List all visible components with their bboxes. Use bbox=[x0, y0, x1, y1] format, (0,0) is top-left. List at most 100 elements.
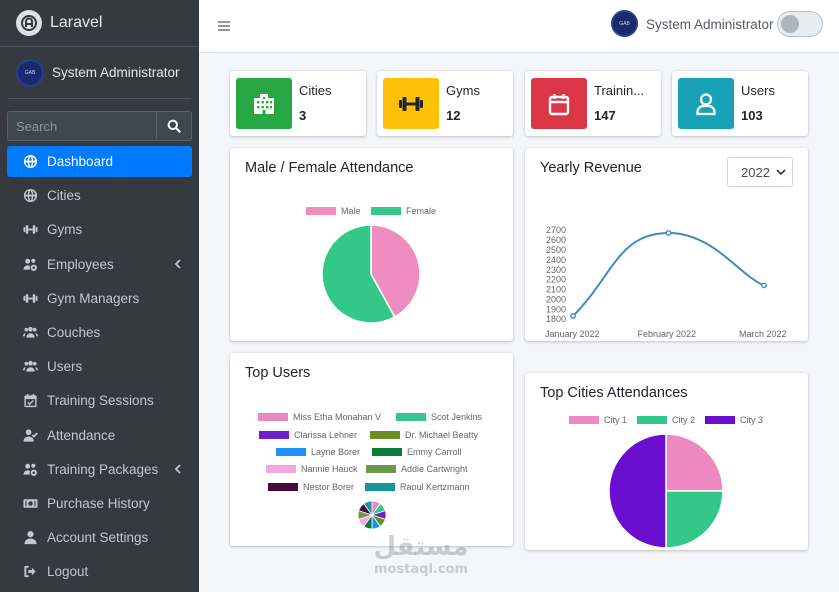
menu-icon[interactable] bbox=[217, 19, 231, 33]
legend-swatch bbox=[266, 465, 296, 473]
sidebar-item-label: Gym Managers bbox=[47, 290, 140, 306]
legend-swatch bbox=[637, 416, 667, 424]
legend-label[interactable]: Nestor Borer bbox=[303, 482, 354, 492]
sidebar-item-couches[interactable]: Couches bbox=[7, 317, 192, 348]
pie-slice-raoul-kertzmann[interactable] bbox=[363, 500, 373, 517]
dumbbell-icon bbox=[21, 222, 39, 238]
watermark: مستقل mostaql.com bbox=[366, 532, 476, 577]
legend-swatch bbox=[372, 448, 402, 456]
legend-swatch bbox=[259, 431, 289, 439]
legend-label[interactable]: Layne Borer bbox=[311, 447, 360, 457]
legend-label[interactable]: Dr. Michael Beatty bbox=[405, 430, 479, 440]
search-input[interactable] bbox=[7, 111, 156, 141]
stat-box-users[interactable]: Users 103 bbox=[672, 71, 808, 136]
stat-value: 3 bbox=[299, 108, 307, 123]
globe-icon bbox=[21, 154, 39, 170]
legend-label[interactable]: City 1 bbox=[604, 415, 627, 425]
sidebar-item-label: Purchase History bbox=[47, 495, 150, 511]
y-tick-label: 1800 bbox=[546, 314, 566, 324]
pie-slice-male[interactable] bbox=[370, 224, 421, 318]
legend-label[interactable]: Clarissa Lehner bbox=[294, 430, 357, 440]
chevron-left-icon[interactable] bbox=[174, 258, 182, 270]
theme-toggle[interactable] bbox=[777, 11, 823, 37]
brand-link[interactable]: Laravel bbox=[0, 0, 199, 47]
legend-swatch bbox=[370, 431, 400, 439]
avatar-logo-text: GAB bbox=[24, 69, 36, 76]
stat-icon-box bbox=[236, 78, 292, 129]
sidebar-item-logout[interactable]: Logout bbox=[7, 556, 192, 587]
sidebar-item-gyms[interactable]: Gyms bbox=[7, 214, 192, 245]
laravel-logo-icon bbox=[16, 10, 42, 36]
stat-box-gyms[interactable]: Gyms 12 bbox=[377, 71, 513, 136]
legend-label[interactable]: Miss Etha Monahan V bbox=[293, 412, 381, 422]
stat-box-training-sessions[interactable]: Trainin... 147 bbox=[525, 71, 661, 136]
pie-slice-city-2[interactable] bbox=[665, 490, 724, 549]
legend-swatch bbox=[276, 448, 306, 456]
yearly-revenue-card: Yearly Revenue 2022 1800 1900 2000 2100 2200… bbox=[525, 148, 808, 341]
users-icon bbox=[21, 324, 39, 340]
y-tick-label: 2500 bbox=[546, 245, 566, 255]
sidebar-item-training-packages[interactable]: Training Packages bbox=[7, 454, 192, 485]
revenue-line-chart: 1800190020002100220023002400250026002700… bbox=[545, 225, 787, 339]
building-icon bbox=[254, 93, 274, 114]
card-title: Top Cities Attendances bbox=[540, 385, 688, 401]
sidebar-item-training-sessions[interactable]: Training Sessions bbox=[7, 385, 192, 416]
pie-slice-city-1[interactable] bbox=[665, 433, 724, 492]
card-title: Top Users bbox=[245, 365, 311, 381]
sidebar-item-label: Account Settings bbox=[47, 530, 149, 546]
search-icon bbox=[167, 119, 181, 133]
legend-label[interactable]: Raoul Kertzmann bbox=[400, 482, 470, 492]
revenue-data-point[interactable] bbox=[665, 230, 672, 236]
legend-label[interactable]: Male bbox=[341, 206, 361, 216]
search-button[interactable] bbox=[156, 111, 192, 141]
sidebar: Laravel GAB System Administrator Dashboa… bbox=[0, 0, 199, 592]
y-tick-label: 2000 bbox=[546, 294, 566, 304]
sidebar-search bbox=[7, 111, 192, 141]
users-cog-icon bbox=[21, 461, 39, 477]
legend-label[interactable]: Emmy Carroll bbox=[407, 447, 462, 457]
navbar-user-name[interactable]: System Administrator bbox=[646, 17, 774, 32]
brand-name: Laravel bbox=[50, 14, 103, 31]
legend-label[interactable]: Addie Cartwright bbox=[401, 464, 468, 474]
toggle-knob bbox=[781, 15, 799, 33]
sign-out-icon bbox=[21, 564, 39, 580]
stat-value: 103 bbox=[741, 108, 763, 123]
sidebar-item-attendance[interactable]: Attendance bbox=[7, 420, 192, 451]
year-select-value: 2022 bbox=[741, 164, 770, 180]
sidebar-item-users[interactable]: Users bbox=[7, 351, 192, 382]
chevron-left-icon[interactable] bbox=[174, 463, 182, 475]
revenue-data-point[interactable] bbox=[761, 282, 767, 289]
legend-label[interactable]: Female bbox=[406, 206, 436, 216]
dumbbell-icon bbox=[399, 96, 423, 111]
pie-slice-city-3[interactable] bbox=[608, 433, 667, 549]
sidebar-item-purchase-history[interactable]: Purchase History bbox=[7, 488, 192, 519]
stat-label: Users bbox=[741, 83, 775, 98]
user-icon bbox=[696, 92, 716, 115]
sidebar-item-gym-managers[interactable]: Gym Managers bbox=[7, 283, 192, 314]
pie-slice-female[interactable] bbox=[321, 224, 396, 324]
sidebar-item-cities[interactable]: Cities bbox=[7, 180, 192, 211]
sidebar-item-dashboard[interactable]: Dashboard bbox=[7, 146, 192, 177]
stat-box-cities[interactable]: Cities 3 bbox=[230, 71, 366, 136]
year-select[interactable]: 2022 bbox=[727, 157, 793, 187]
legend-label[interactable]: Nannie Hauck bbox=[301, 464, 358, 474]
legend-label[interactable]: City 2 bbox=[672, 415, 695, 425]
navbar-avatar-logo-text: GAB bbox=[619, 20, 630, 27]
legend-label[interactable]: City 3 bbox=[740, 415, 763, 425]
y-tick-label: 2300 bbox=[546, 265, 566, 275]
legend-label[interactable]: Scot Jenkins bbox=[431, 412, 483, 422]
users-cog-icon bbox=[21, 256, 39, 272]
revenue-data-point[interactable] bbox=[570, 313, 576, 319]
watermark-arabic: مستقل bbox=[373, 532, 469, 562]
navbar-avatar[interactable]: GAB bbox=[611, 10, 638, 37]
user-panel[interactable]: GAB System Administrator bbox=[8, 47, 191, 99]
sidebar-item-employees[interactable]: Employees bbox=[7, 249, 192, 280]
stat-icon-box bbox=[383, 78, 439, 129]
sidebar-item-label: Couches bbox=[47, 324, 101, 340]
stat-value: 12 bbox=[446, 108, 461, 123]
stat-label: Cities bbox=[299, 83, 332, 98]
sidebar-item-account-settings[interactable]: Account Settings bbox=[7, 522, 192, 553]
stat-icon-box bbox=[531, 78, 587, 129]
y-tick-label: 1900 bbox=[546, 304, 566, 314]
x-tick-label: March 2022 bbox=[739, 329, 787, 339]
